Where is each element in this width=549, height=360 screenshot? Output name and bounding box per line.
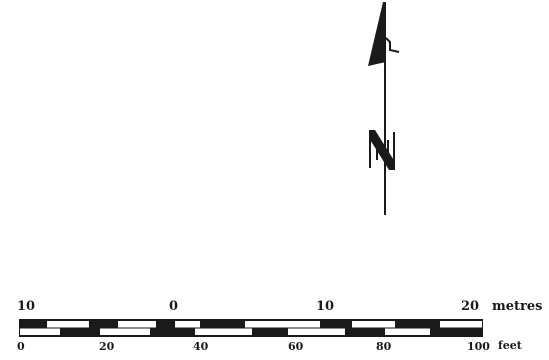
north-arrow-flourish [385,37,400,53]
feet-tick-label: 100 [467,340,490,353]
metres-tick-label: 0 [169,299,179,314]
north-letter-n [369,130,395,170]
feet-tick-label: 40 [193,340,209,353]
scale-segment-metres [89,321,118,328]
scale-segment-feet [345,328,385,335]
metres-tick-label: 10 [17,299,36,314]
scale-segment-feet [100,328,150,335]
scale-segment-feet [195,328,252,335]
scale-segment-metres [118,321,156,328]
feet-unit-label: feet [498,339,522,352]
scale-segment-metres [156,321,175,328]
scale-segment-metres [440,321,482,328]
scale-segment-feet [60,328,100,335]
feet-tick-label: 20 [99,340,115,353]
metres-tick-label: 10 [316,299,335,314]
scale-segment-feet [150,328,195,335]
scale-segment-metres [175,321,200,328]
scale-segment-metres [47,321,89,328]
north-arrow-head [368,2,386,66]
scale-segment-metres [320,321,352,328]
feet-tick-label: 60 [288,340,304,353]
metres-tick-label: 20 [461,299,480,314]
scale-segment-metres [20,321,47,328]
north-arrow-icon [368,2,400,215]
scale-segment-feet [385,328,430,335]
scale-segment-metres [352,321,395,328]
feet-tick-label: 0 [17,340,25,353]
scale-segment-metres [200,321,245,328]
scale-segment-feet [252,328,288,335]
metres-unit-label: metres [492,299,543,314]
scale-segment-metres [395,321,440,328]
scale-segment-feet [20,328,60,335]
feet-tick-label: 80 [376,340,392,353]
scale-segment-metres [245,321,320,328]
scale-segment-feet [288,328,345,335]
scale-segment-feet [430,328,482,335]
